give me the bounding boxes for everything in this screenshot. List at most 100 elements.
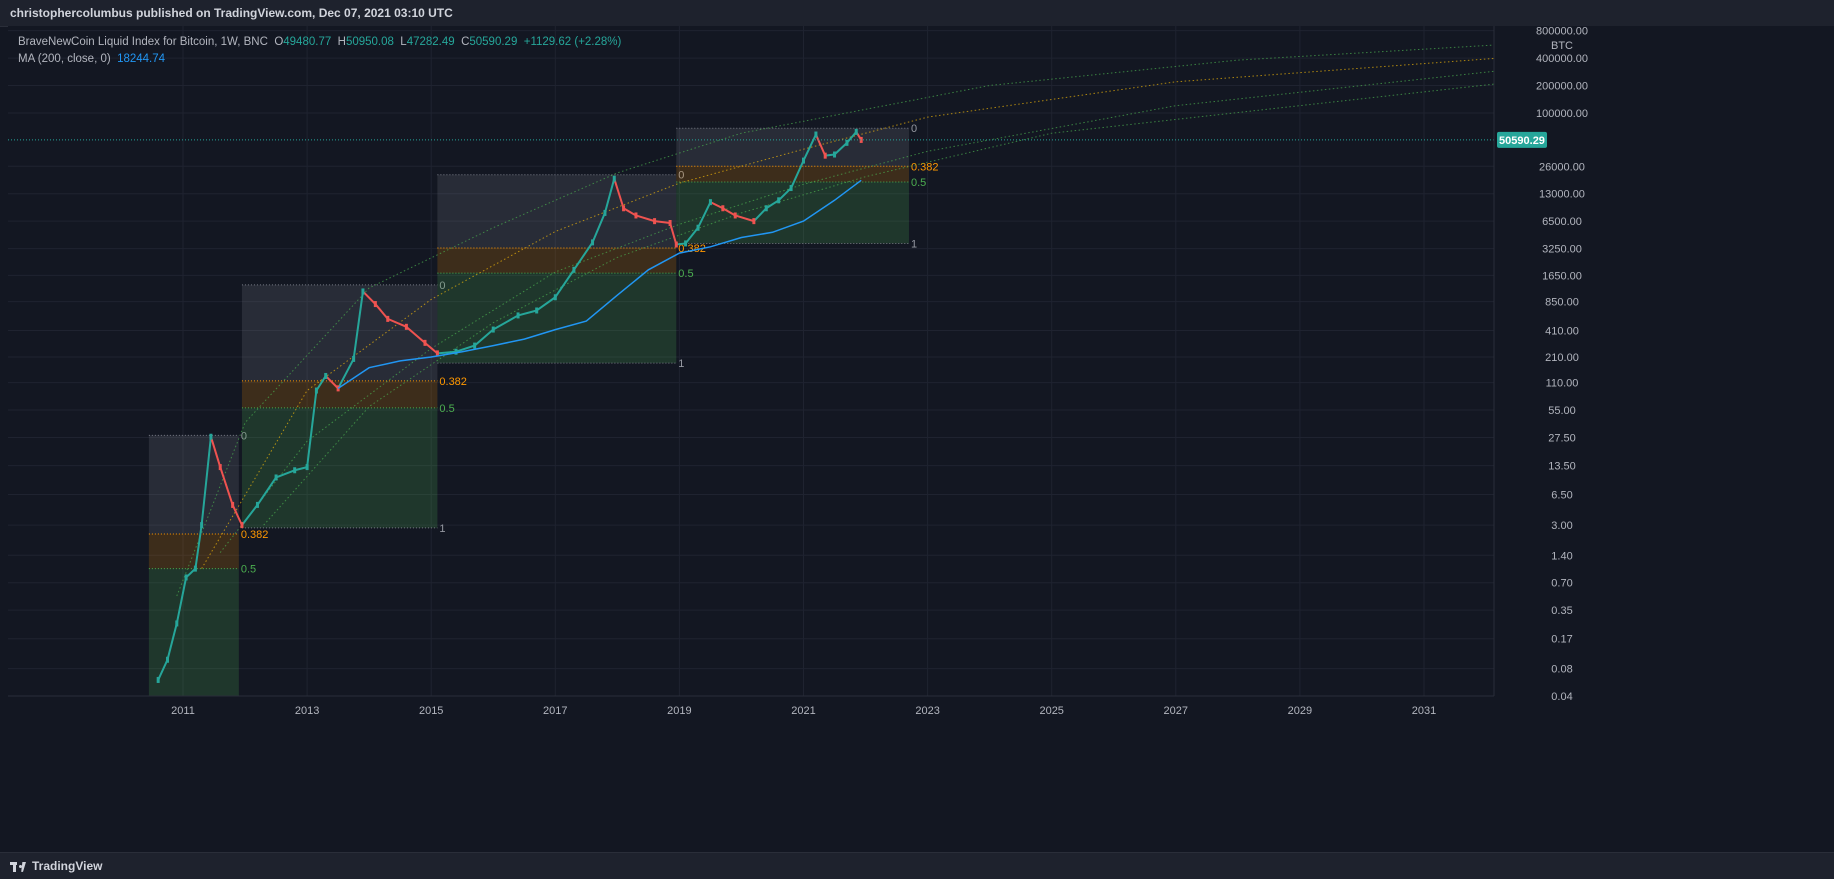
price-segment xyxy=(306,390,318,468)
price-candle[interactable] xyxy=(324,372,328,379)
price-chart[interactable]: 00.3820.500.3820.5100.3820.5100.3820.518… xyxy=(0,26,1834,852)
price-candle[interactable] xyxy=(823,152,827,159)
price-segment xyxy=(753,207,767,222)
price-candle[interactable] xyxy=(603,209,607,216)
price-segment xyxy=(352,291,364,360)
fib-label: 0.382 xyxy=(241,529,269,541)
price-candle[interactable] xyxy=(833,151,837,158)
y-tick-label: 0.08 xyxy=(1551,664,1572,676)
plot-area[interactable] xyxy=(8,26,1494,696)
price-candle[interactable] xyxy=(305,464,309,471)
price-candle[interactable] xyxy=(386,315,390,322)
price-candle[interactable] xyxy=(764,205,768,212)
fib-label: 1 xyxy=(678,358,684,370)
price-candle[interactable] xyxy=(708,199,712,206)
price-candle[interactable] xyxy=(218,464,222,471)
tradingview-logo-icon xyxy=(10,861,26,872)
price-candle[interactable] xyxy=(231,501,235,508)
price-candle[interactable] xyxy=(240,522,244,529)
fib-zone-5-1 xyxy=(676,181,909,244)
fib-arc xyxy=(176,44,1499,597)
price-segment xyxy=(194,524,203,569)
price-segment xyxy=(517,309,537,317)
price-candle[interactable] xyxy=(352,355,356,362)
price-candle[interactable] xyxy=(535,307,539,314)
price-candle[interactable] xyxy=(156,676,160,683)
last-price-label: 50590.29 xyxy=(1499,135,1545,147)
price-candle[interactable] xyxy=(553,294,557,301)
price-candle[interactable] xyxy=(184,574,188,581)
price-candle[interactable] xyxy=(777,197,781,204)
price-candle[interactable] xyxy=(404,323,408,330)
price-candle[interactable] xyxy=(802,157,805,164)
fib-zone-5-1 xyxy=(148,568,239,696)
price-candle[interactable] xyxy=(721,205,725,212)
price-segment xyxy=(405,326,426,344)
price-segment xyxy=(603,178,616,214)
chart-legend: BraveNewCoin Liquid Index for Bitcoin, 1… xyxy=(18,34,621,68)
price-candle[interactable] xyxy=(696,224,700,231)
price-candle[interactable] xyxy=(435,350,439,357)
price-candle[interactable] xyxy=(361,288,365,295)
price-candle[interactable] xyxy=(165,656,169,663)
fib-label: 0 xyxy=(439,280,445,292)
price-candle[interactable] xyxy=(200,522,204,529)
price-candle[interactable] xyxy=(293,467,297,474)
price-candle[interactable] xyxy=(454,348,458,355)
y-tick-label: 0.35 xyxy=(1551,605,1572,617)
price-candle[interactable] xyxy=(423,339,427,346)
price-candle[interactable] xyxy=(733,212,737,219)
price-candle[interactable] xyxy=(209,433,213,440)
price-candle[interactable] xyxy=(752,218,756,225)
legend-open: 49480.77 xyxy=(283,36,332,48)
price-candle[interactable] xyxy=(854,128,858,135)
price-candle[interactable] xyxy=(789,185,793,192)
price-segment xyxy=(591,212,606,243)
price-segment xyxy=(231,504,243,526)
price-segment xyxy=(473,328,494,347)
x-tick-label: 2019 xyxy=(667,705,691,717)
price-candle[interactable] xyxy=(491,326,495,333)
price-candle[interactable] xyxy=(653,218,657,225)
price-candle[interactable] xyxy=(684,240,688,247)
x-tick-label: 2011 xyxy=(171,705,195,717)
price-candle[interactable] xyxy=(668,220,672,227)
price-candle[interactable] xyxy=(175,620,179,627)
price-candle[interactable] xyxy=(634,212,638,219)
legend-symbol-row: BraveNewCoin Liquid Index for Bitcoin, 1… xyxy=(18,34,621,51)
fib-label: 0.5 xyxy=(241,564,256,576)
price-segment xyxy=(256,476,277,506)
price-candle[interactable] xyxy=(674,241,678,248)
price-candle[interactable] xyxy=(274,474,278,481)
price-candle[interactable] xyxy=(612,175,616,182)
y-tick-label: 6500.00 xyxy=(1542,216,1582,228)
y-tick-label: 0.17 xyxy=(1551,634,1572,646)
y-tick-label: 1.40 xyxy=(1551,550,1572,562)
price-candle[interactable] xyxy=(473,342,477,349)
price-candle[interactable] xyxy=(859,136,863,143)
price-candle[interactable] xyxy=(255,501,259,508)
price-candle[interactable] xyxy=(591,239,595,246)
price-candle[interactable] xyxy=(622,205,626,212)
currency-label: BTC xyxy=(1551,40,1573,52)
legend-symbol[interactable]: BraveNewCoin Liquid Index for Bitcoin, 1… xyxy=(18,36,268,48)
y-tick-label: 210.00 xyxy=(1545,352,1579,364)
price-candle[interactable] xyxy=(572,266,576,273)
price-candle[interactable] xyxy=(193,565,197,572)
price-candle[interactable] xyxy=(845,139,849,146)
price-candle[interactable] xyxy=(814,131,818,138)
price-candle[interactable] xyxy=(314,387,318,394)
price-candle[interactable] xyxy=(373,301,377,308)
tradingview-logo[interactable]: TradingView xyxy=(10,859,102,873)
y-tick-label: 0.04 xyxy=(1551,691,1572,703)
price-segment xyxy=(635,214,655,223)
y-tick-label: 3250.00 xyxy=(1542,244,1582,256)
legend-ma-label[interactable]: MA (200, close, 0) xyxy=(18,53,111,65)
fib-zone-5-1 xyxy=(241,407,438,528)
price-candle[interactable] xyxy=(516,312,520,319)
y-tick-label: 850.00 xyxy=(1545,297,1579,309)
price-segment xyxy=(654,220,671,225)
price-segment xyxy=(814,134,827,157)
price-segment xyxy=(536,296,556,312)
price-axis[interactable] xyxy=(1494,26,1834,852)
